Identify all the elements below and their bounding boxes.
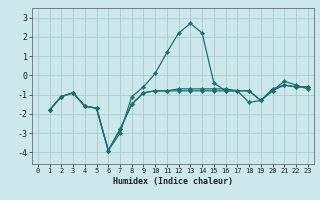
X-axis label: Humidex (Indice chaleur): Humidex (Indice chaleur) xyxy=(113,177,233,186)
